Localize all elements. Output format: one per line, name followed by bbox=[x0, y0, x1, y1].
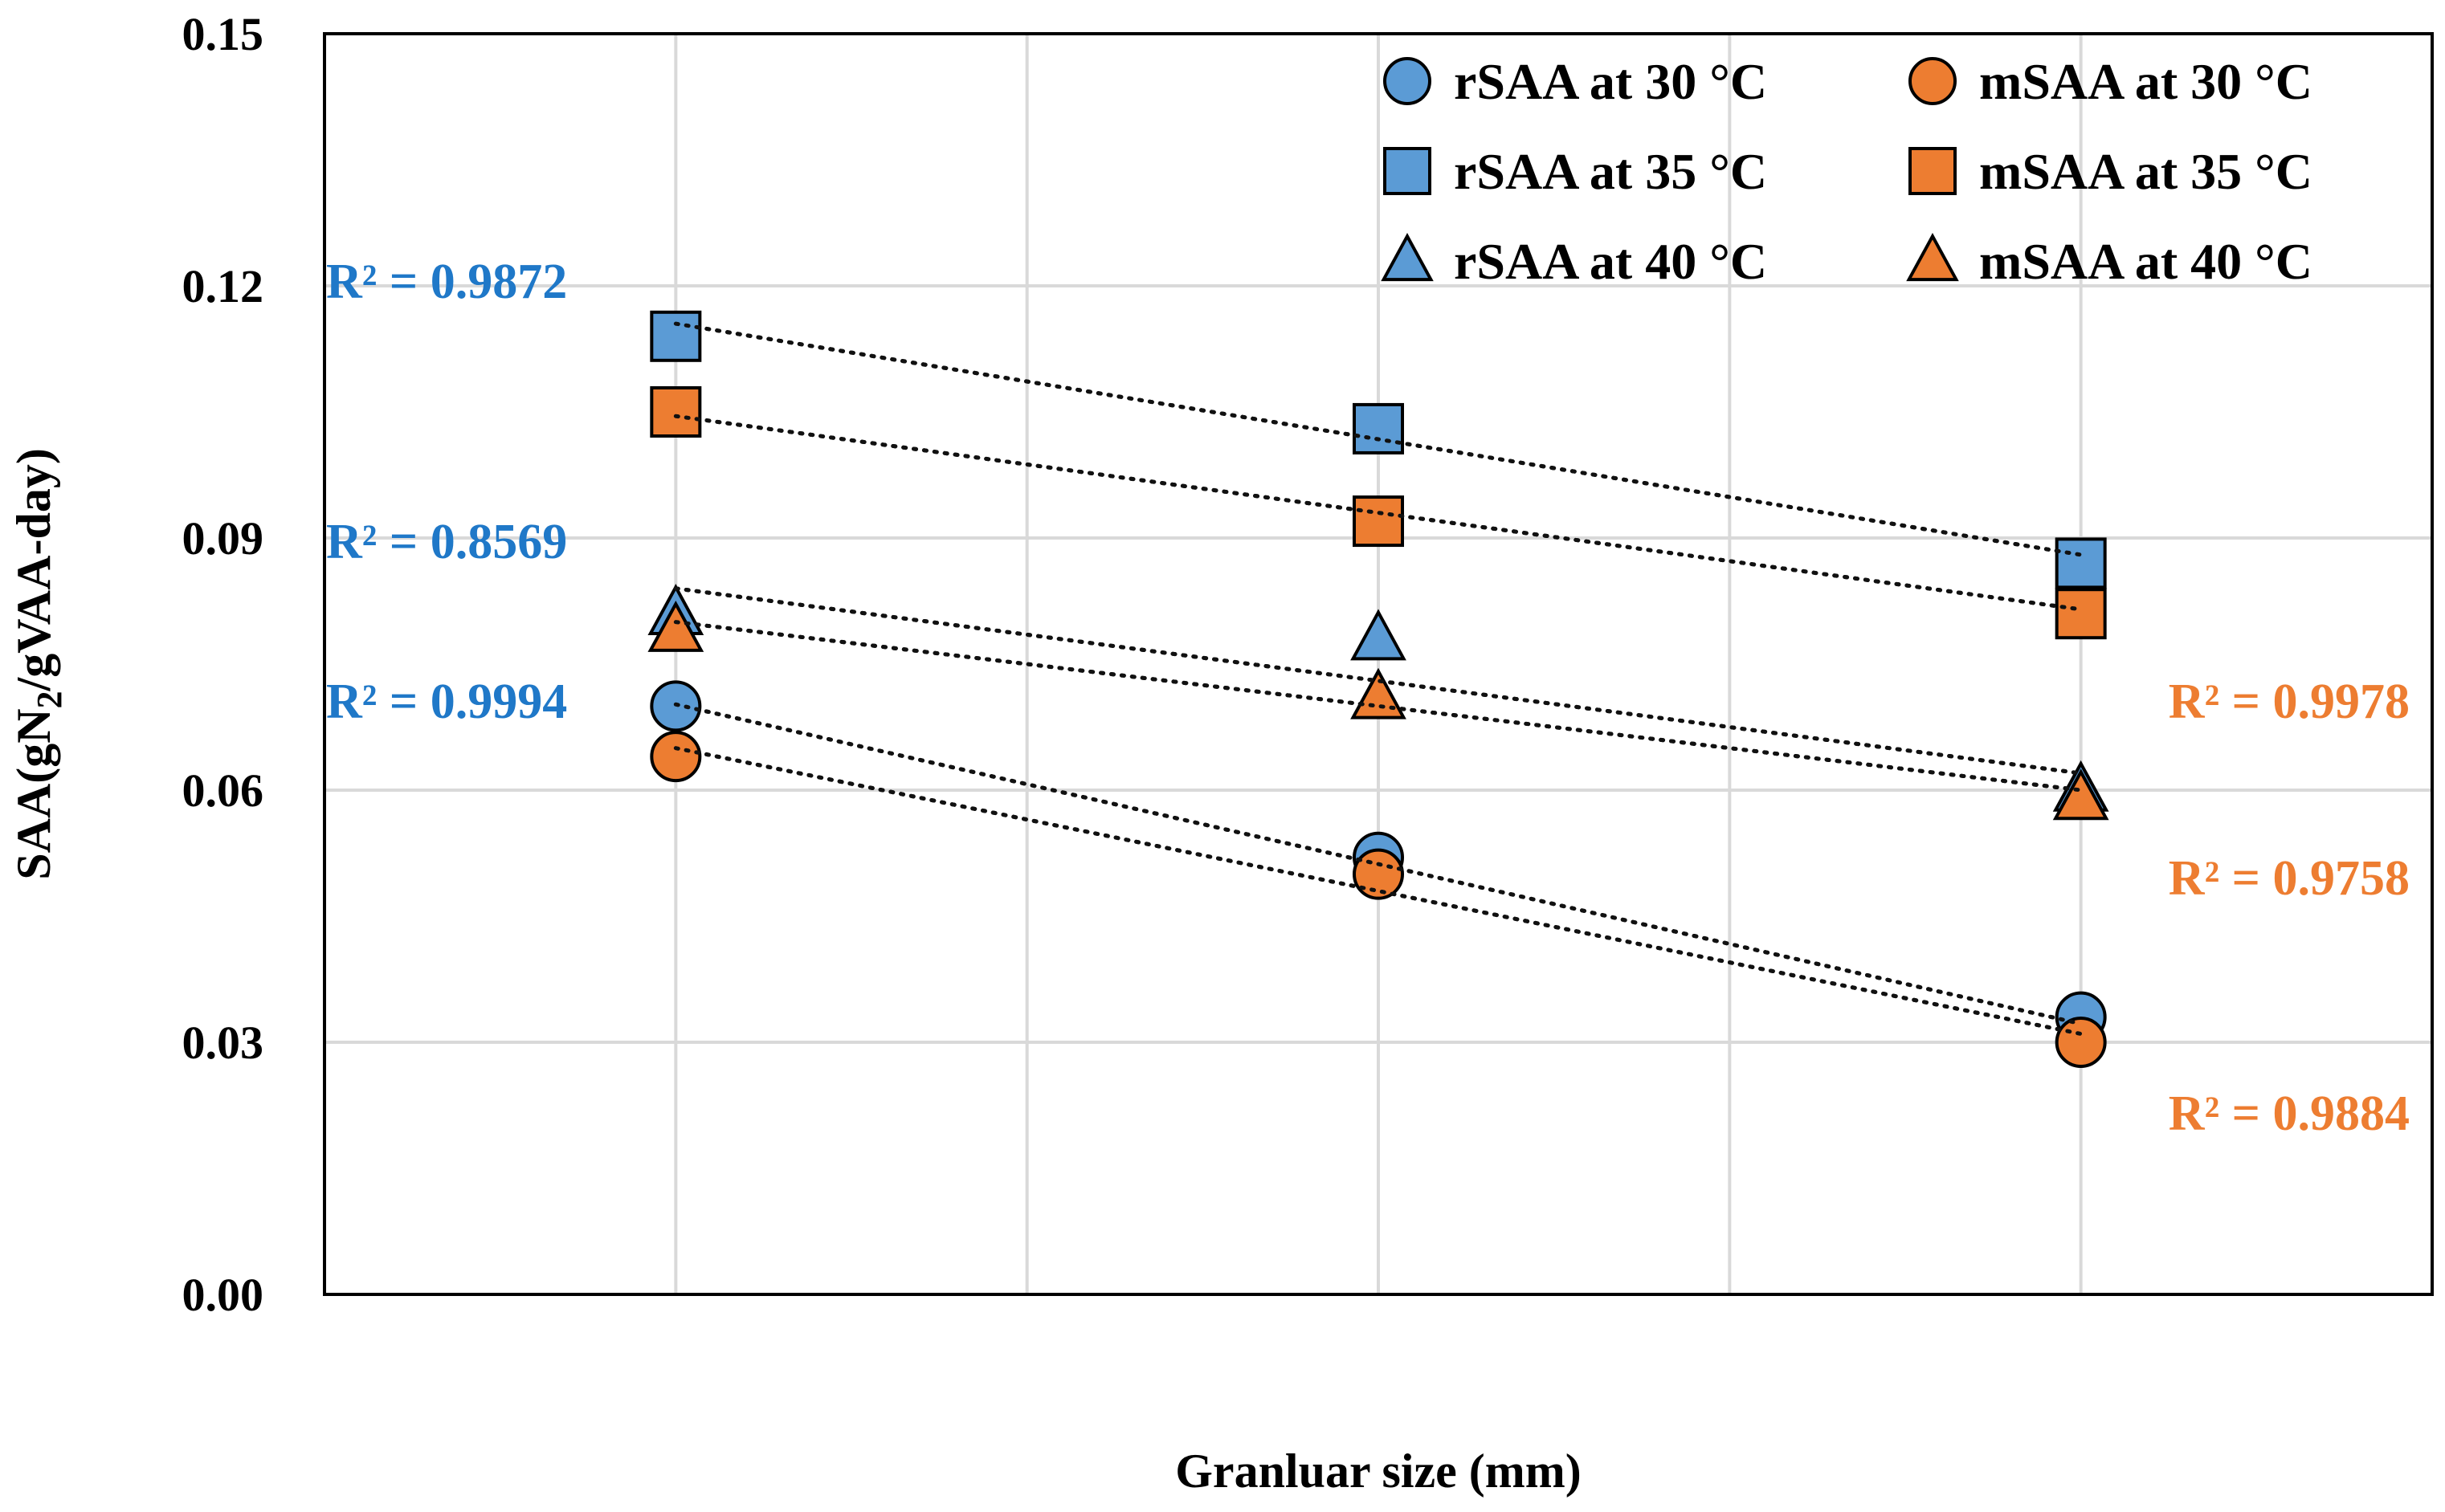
data-point bbox=[2055, 1017, 2107, 1068]
data-point bbox=[1353, 495, 1404, 548]
y-tick-label: 0.15 bbox=[182, 8, 264, 60]
data-point bbox=[2055, 588, 2107, 640]
plot-area-frame bbox=[323, 32, 2434, 1296]
trendline-overlay bbox=[673, 746, 2084, 1037]
r-squared-label: R² = 0.9758 bbox=[2169, 851, 2410, 906]
legend-marker-square bbox=[1383, 147, 1431, 195]
legend-marker-circle bbox=[1383, 57, 1431, 105]
y-tick-label: 0.12 bbox=[182, 260, 264, 312]
r-squared-annotations: R² = 0.9872 R² = 0.8569 R² = 0.9994 R² = 0.… bbox=[326, 255, 2410, 1141]
y-tick-label: 0.09 bbox=[182, 512, 264, 564]
data-point bbox=[650, 386, 702, 438]
data-point bbox=[1353, 402, 1404, 454]
y-axis-title-suffix: /gVAA-day) bbox=[7, 448, 60, 691]
trendline-overlay bbox=[673, 414, 2084, 612]
series-square-mSAA bbox=[650, 386, 2107, 640]
gridlines bbox=[325, 32, 2432, 1294]
legend-marker-triangle bbox=[1906, 233, 1959, 282]
legend-label: mSAA at 40 °C bbox=[1979, 233, 2312, 290]
series-square-rSAA bbox=[650, 310, 2107, 589]
legend-marker-circle bbox=[1908, 57, 1957, 105]
data-point bbox=[2055, 537, 2107, 589]
legend-label: mSAA at 35 °C bbox=[1979, 143, 2312, 200]
r-squared-label: R² = 0.8569 bbox=[326, 515, 567, 569]
legend: rSAA at 30 °C mSAA at 30 °C rSAA at 35 °C m… bbox=[1381, 53, 2312, 290]
legend-label: mSAA at 30 °C bbox=[1979, 53, 2312, 110]
r-squared-label: R² = 0.9978 bbox=[2169, 674, 2410, 729]
y-axis-title-subscript: 2 bbox=[30, 691, 69, 708]
x-axis-title: Granluar size (mm) bbox=[1175, 1445, 1581, 1498]
legend-label: rSAA at 30 °C bbox=[1454, 53, 1767, 110]
trendline-overlay bbox=[673, 620, 2084, 793]
legend-marker-triangle bbox=[1381, 233, 1434, 282]
data-point bbox=[2052, 768, 2109, 821]
y-axis-ticks: 0.00 0.03 0.06 0.09 0.12 0.15 bbox=[182, 8, 264, 1321]
data-point bbox=[650, 731, 702, 783]
data-point bbox=[647, 600, 704, 652]
data-point bbox=[650, 310, 702, 362]
trendline-overlay bbox=[673, 586, 2084, 776]
r-squared-label: R² = 0.9884 bbox=[2169, 1086, 2410, 1141]
y-axis-title-prefix: SAA(gN bbox=[7, 708, 60, 879]
data-point bbox=[1350, 609, 1406, 661]
data-point bbox=[1353, 848, 1404, 900]
y-tick-label: 0.00 bbox=[182, 1269, 264, 1321]
r-squared-label: R² = 0.9994 bbox=[326, 674, 567, 729]
r-squared-label: R² = 0.9872 bbox=[326, 255, 567, 309]
trendlines-overlay bbox=[673, 321, 2084, 1037]
trendline-overlay bbox=[673, 702, 2084, 1026]
y-tick-label: 0.03 bbox=[182, 1017, 264, 1069]
legend-label: rSAA at 40 °C bbox=[1454, 233, 1767, 290]
y-axis-title: SAA(gN2/gVAA-day) bbox=[7, 448, 69, 880]
trendline-overlay bbox=[673, 321, 2084, 557]
legend-marker-square bbox=[1908, 147, 1957, 195]
y-tick-label: 0.06 bbox=[182, 764, 264, 817]
legend-label: rSAA at 35 °C bbox=[1454, 143, 1767, 200]
